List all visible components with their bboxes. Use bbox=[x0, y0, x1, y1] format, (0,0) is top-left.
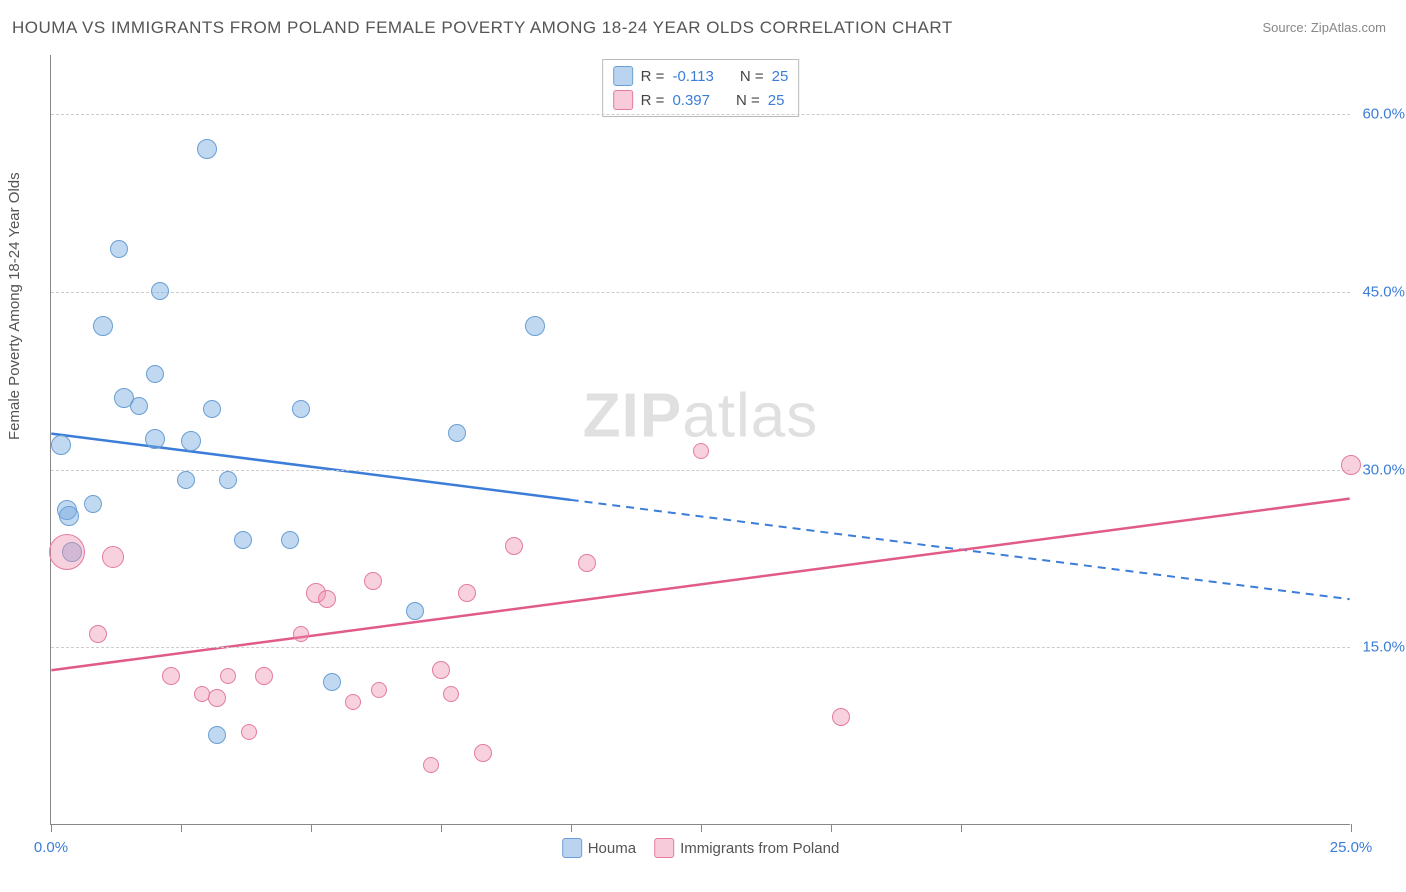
scatter-point bbox=[443, 686, 459, 702]
legend-r-value-pink: 0.397 bbox=[672, 92, 710, 109]
scatter-point bbox=[93, 316, 113, 336]
x-tick bbox=[441, 824, 442, 832]
scatter-point bbox=[49, 534, 85, 570]
correlation-legend: R = -0.113 N = 25 R = 0.397 N = 25 bbox=[602, 59, 800, 117]
scatter-point bbox=[318, 590, 336, 608]
scatter-point bbox=[151, 282, 169, 300]
scatter-point bbox=[219, 471, 237, 489]
scatter-point bbox=[130, 397, 148, 415]
chart-container: HOUMA VS IMMIGRANTS FROM POLAND FEMALE P… bbox=[0, 0, 1406, 892]
watermark-zip: ZIP bbox=[583, 382, 682, 451]
gridline-h bbox=[51, 470, 1350, 471]
scatter-point bbox=[371, 682, 387, 698]
scatter-point bbox=[59, 506, 79, 526]
gridline-h bbox=[51, 114, 1350, 115]
scatter-point bbox=[208, 689, 226, 707]
x-tick bbox=[701, 824, 702, 832]
trend-line-solid bbox=[51, 434, 570, 500]
plot-area: ZIPatlas R = -0.113 N = 25 R = 0.397 N =… bbox=[50, 55, 1350, 825]
scatter-point bbox=[1341, 455, 1361, 475]
scatter-point bbox=[145, 429, 165, 449]
gridline-h bbox=[51, 647, 1350, 648]
x-tick bbox=[311, 824, 312, 832]
scatter-point bbox=[197, 139, 217, 159]
y-tick-label: 15.0% bbox=[1362, 639, 1405, 656]
trend-lines-layer bbox=[51, 55, 1350, 824]
legend-n-label: N = bbox=[736, 92, 760, 109]
watermark-atlas: atlas bbox=[682, 382, 818, 451]
legend-label-poland: Immigrants from Poland bbox=[680, 840, 839, 857]
y-tick-label: 60.0% bbox=[1362, 106, 1405, 123]
scatter-point bbox=[281, 531, 299, 549]
legend-swatch-blue bbox=[613, 66, 633, 86]
scatter-point bbox=[693, 443, 709, 459]
legend-row-poland: R = 0.397 N = 25 bbox=[613, 88, 789, 112]
scatter-point bbox=[194, 686, 210, 702]
scatter-point bbox=[51, 435, 71, 455]
scatter-point bbox=[345, 694, 361, 710]
scatter-point bbox=[181, 431, 201, 451]
scatter-point bbox=[110, 240, 128, 258]
x-tick bbox=[181, 824, 182, 832]
scatter-point bbox=[162, 667, 180, 685]
trend-line-solid bbox=[51, 499, 1349, 671]
watermark: ZIPatlas bbox=[583, 381, 818, 452]
scatter-point bbox=[241, 724, 257, 740]
legend-r-label: R = bbox=[641, 92, 665, 109]
x-tick-label: 25.0% bbox=[1330, 839, 1373, 856]
scatter-point bbox=[474, 744, 492, 762]
legend-n-label: N = bbox=[740, 68, 764, 85]
legend-n-value-pink: 25 bbox=[768, 92, 785, 109]
scatter-point bbox=[89, 625, 107, 643]
gridline-h bbox=[51, 292, 1350, 293]
scatter-point bbox=[432, 661, 450, 679]
scatter-point bbox=[293, 626, 309, 642]
legend-swatch-pink bbox=[613, 90, 633, 110]
scatter-point bbox=[292, 400, 310, 418]
scatter-point bbox=[448, 424, 466, 442]
x-tick bbox=[1351, 824, 1352, 832]
trend-line-dashed bbox=[571, 500, 1350, 599]
y-tick-label: 45.0% bbox=[1362, 283, 1405, 300]
scatter-point bbox=[323, 673, 341, 691]
scatter-point bbox=[255, 667, 273, 685]
legend-label-houma: Houma bbox=[588, 840, 636, 857]
chart-title: HOUMA VS IMMIGRANTS FROM POLAND FEMALE P… bbox=[12, 18, 953, 38]
scatter-point bbox=[203, 400, 221, 418]
scatter-point bbox=[146, 365, 164, 383]
x-tick bbox=[51, 824, 52, 832]
x-tick bbox=[571, 824, 572, 832]
scatter-point bbox=[406, 602, 424, 620]
source-attribution: Source: ZipAtlas.com bbox=[1262, 20, 1386, 35]
scatter-point bbox=[102, 546, 124, 568]
scatter-point bbox=[84, 495, 102, 513]
x-tick-label: 0.0% bbox=[34, 839, 68, 856]
y-axis-label: Female Poverty Among 18-24 Year Olds bbox=[6, 172, 23, 440]
legend-n-value-blue: 25 bbox=[772, 68, 789, 85]
scatter-point bbox=[364, 572, 382, 590]
scatter-point bbox=[505, 537, 523, 555]
scatter-point bbox=[458, 584, 476, 602]
scatter-point bbox=[423, 757, 439, 773]
legend-item-houma: Houma bbox=[562, 838, 636, 858]
y-tick-label: 30.0% bbox=[1362, 461, 1405, 478]
legend-item-poland: Immigrants from Poland bbox=[654, 838, 839, 858]
legend-r-value-blue: -0.113 bbox=[672, 68, 713, 85]
legend-swatch-pink-icon bbox=[654, 838, 674, 858]
scatter-point bbox=[208, 726, 226, 744]
legend-row-houma: R = -0.113 N = 25 bbox=[613, 64, 789, 88]
scatter-point bbox=[234, 531, 252, 549]
scatter-point bbox=[220, 668, 236, 684]
legend-swatch-blue-icon bbox=[562, 838, 582, 858]
scatter-point bbox=[578, 554, 596, 572]
scatter-point bbox=[525, 316, 545, 336]
legend-r-label: R = bbox=[641, 68, 665, 85]
x-tick bbox=[961, 824, 962, 832]
x-tick bbox=[831, 824, 832, 832]
series-legend: Houma Immigrants from Poland bbox=[562, 838, 840, 858]
scatter-point bbox=[832, 708, 850, 726]
scatter-point bbox=[177, 471, 195, 489]
